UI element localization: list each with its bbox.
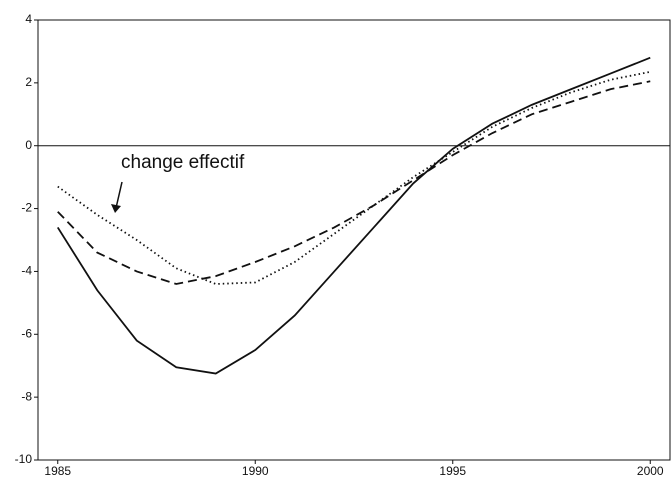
x-tick-label: 1995 (439, 464, 466, 478)
series-line (57, 80, 651, 285)
y-tick-label: -8 (21, 389, 32, 403)
y-tick-label: 0 (25, 138, 32, 152)
x-tick-label: 2000 (637, 464, 664, 478)
y-tick-label: 4 (25, 12, 32, 26)
y-tick-label: -10 (15, 452, 33, 466)
series-line (56, 56, 651, 375)
y-tick-label: -6 (21, 326, 32, 340)
y-tick-label: -4 (21, 264, 32, 278)
series-line (57, 70, 651, 285)
plot-frame (37, 19, 671, 461)
annotation-arrowhead (111, 204, 121, 213)
x-tick-label: 1990 (242, 464, 269, 478)
y-tick-label: 2 (25, 75, 32, 89)
x-tick-label: 1985 (44, 464, 71, 478)
annotation-arrow (115, 181, 123, 209)
y-tick-label: -2 (21, 201, 32, 215)
annotation: change effectif (121, 152, 245, 173)
